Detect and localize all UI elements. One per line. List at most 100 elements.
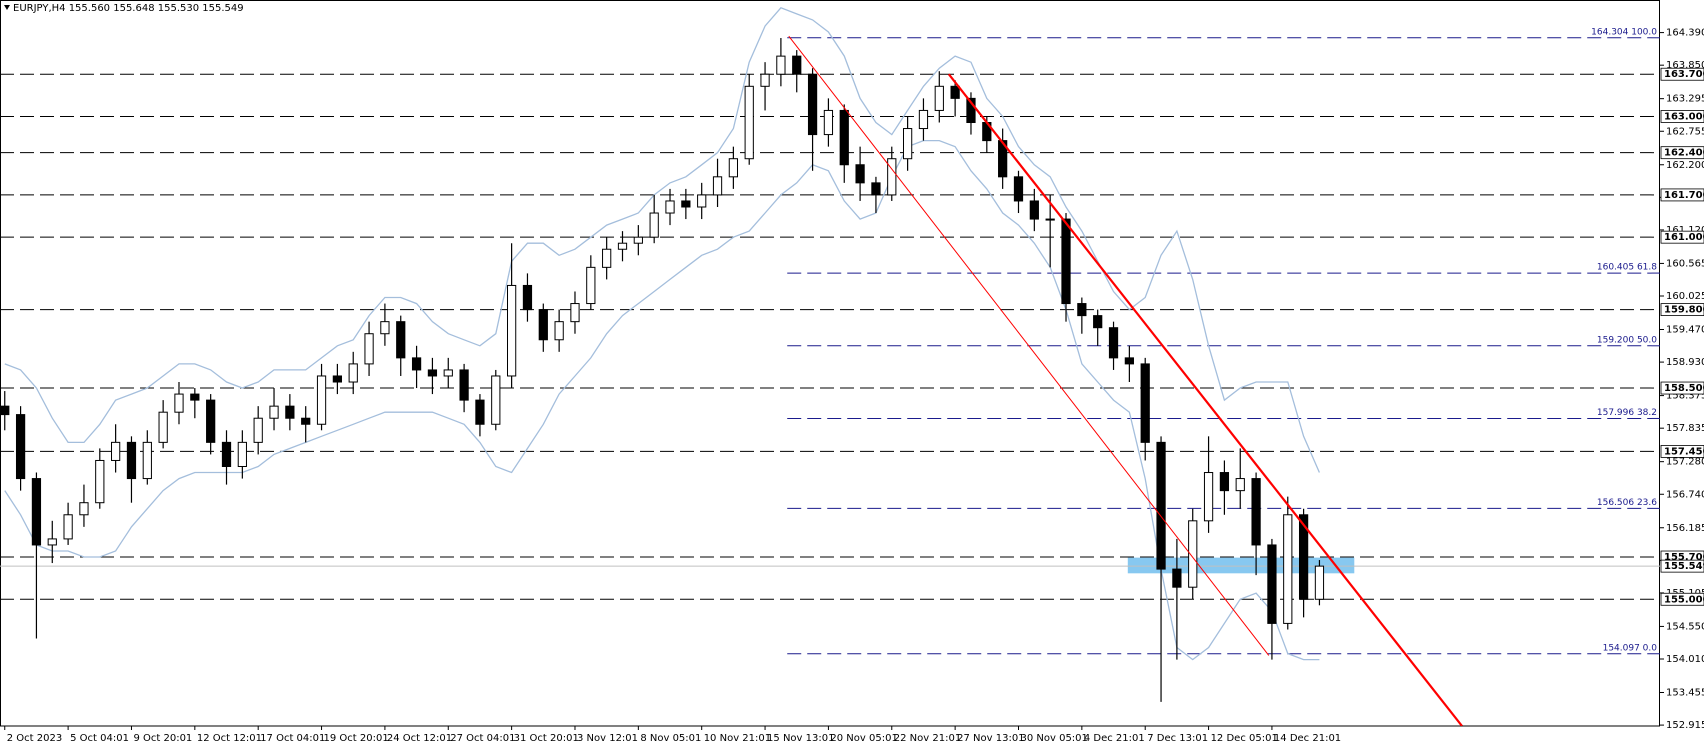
candle-body: [665, 200, 675, 214]
candle-body: [507, 284, 517, 377]
candle-body: [617, 242, 628, 250]
candle-body: [1235, 478, 1245, 492]
candle-body: [681, 200, 691, 208]
candle-body: [142, 441, 152, 480]
candle-body: [1283, 514, 1293, 624]
y-tick-label: 159.470: [1666, 325, 1704, 336]
x-tick-label: 12 Oct 12:01: [197, 733, 262, 744]
candle-body: [1314, 565, 1325, 600]
y-tick-label: 161.120: [1666, 225, 1704, 236]
bollinger-band: [4, 139, 1320, 661]
level-label: 161.700: [1664, 190, 1704, 201]
candle-body: [871, 182, 881, 196]
fib-label: 160.405 61.8: [1597, 263, 1657, 273]
level-label: 155.700: [1664, 552, 1704, 563]
candle-body: [1298, 514, 1309, 600]
x-tick-label: 22 Nov 21:01: [894, 733, 961, 744]
candle-body: [0, 405, 10, 416]
candle-body: [79, 502, 89, 516]
candle-body: [285, 405, 295, 419]
candle-body: [649, 212, 659, 238]
y-tick-label: 164.390: [1666, 28, 1704, 39]
candle-body: [1156, 441, 1166, 570]
y-tick-label: 152.915: [1666, 720, 1704, 731]
candle-body: [586, 266, 596, 305]
candle-body: [998, 140, 1008, 178]
fib-label: 157.996 38.2: [1597, 408, 1657, 418]
axes: 164.390163.850163.295162.755162.200161.6…: [4, 28, 1704, 744]
candle-body: [475, 399, 485, 425]
candle-body: [95, 459, 105, 504]
level-label: 162.400: [1664, 148, 1704, 159]
candle-body: [491, 375, 501, 425]
candle-body: [712, 176, 723, 196]
x-tick-label: 14 Dec 21:01: [1274, 733, 1341, 744]
x-tick-label: 7 Dec 13:01: [1147, 733, 1208, 744]
menu-arrow[interactable]: [4, 5, 10, 10]
x-tick-label: 12 Dec 05:01: [1211, 733, 1278, 744]
y-tick-label: 158.375: [1666, 391, 1704, 402]
candle-body: [902, 128, 913, 160]
level-box: [1660, 592, 1704, 606]
x-tick-label: 9 Oct 20:01: [133, 733, 192, 744]
y-tick-label: 154.010: [1666, 654, 1704, 665]
y-tick-label: 160.565: [1666, 258, 1704, 269]
candle-body: [1172, 568, 1182, 588]
candle-body: [158, 411, 168, 443]
candle-body: [950, 85, 960, 99]
candle-body: [1140, 363, 1150, 443]
candle-body: [63, 514, 73, 540]
candle-body: [316, 375, 327, 425]
fib-label: 164.304 100.0: [1591, 27, 1657, 37]
candle-body: [348, 363, 358, 383]
candle-body: [1251, 478, 1261, 546]
y-tick-label: 158.930: [1666, 357, 1704, 368]
fib-label: 154.097 0.0: [1603, 643, 1658, 653]
level-label: 163.000: [1664, 111, 1704, 122]
candle-body: [570, 303, 580, 323]
x-tick-label: 17 Oct 04:01: [260, 733, 325, 744]
y-tick-label: 153.455: [1666, 688, 1704, 699]
level-label: 159.800: [1664, 305, 1704, 316]
candle-body: [1045, 218, 1055, 221]
candle-body: [47, 538, 57, 546]
candle-body: [332, 375, 343, 383]
level-box: [1660, 445, 1704, 458]
plot-frame: [0, 0, 1660, 727]
candle-body: [31, 478, 42, 546]
level-box: [1660, 67, 1704, 81]
candle-body: [633, 236, 643, 244]
candle-body: [1188, 520, 1198, 588]
x-tick-label: 2 Oct 2023: [7, 733, 62, 744]
plot-area: 164.304 100.0 160.405 61.8 159.200 50.0 157…: [0, 7, 1660, 726]
candle-body: [807, 73, 818, 136]
level-label: 155.000: [1664, 594, 1704, 605]
y-tick-label: 163.295: [1666, 94, 1704, 105]
candle-body: [1267, 544, 1277, 624]
x-tick-label: 3 Nov 12:01: [577, 733, 638, 744]
y-tick-label: 154.550: [1666, 621, 1704, 632]
y-tick-label: 157.280: [1666, 457, 1704, 468]
candle-body: [269, 405, 279, 419]
candle-body: [396, 321, 406, 359]
y-tick-label: 156.185: [1666, 523, 1704, 534]
candle-body: [538, 309, 548, 341]
candle-body: [411, 357, 422, 371]
y-tick-label: 157.835: [1666, 423, 1704, 434]
candle-body: [839, 109, 849, 166]
current-price-label: 155.549: [1664, 561, 1704, 572]
level-box: [1660, 110, 1704, 123]
x-tick-label: 5 Oct 04:01: [70, 733, 129, 744]
candle-body: [1219, 472, 1230, 492]
x-tick-label: 15 Nov 13:01: [767, 733, 834, 744]
y-tick-label: 162.200: [1666, 160, 1704, 171]
candle-body: [126, 441, 137, 480]
candle-body: [253, 417, 263, 443]
candle-body: [918, 109, 929, 130]
candle-body: [855, 164, 865, 184]
candle-body: [1203, 472, 1214, 522]
fib-label: 159.200 50.0: [1597, 335, 1657, 345]
trendline: [788, 35, 1270, 656]
